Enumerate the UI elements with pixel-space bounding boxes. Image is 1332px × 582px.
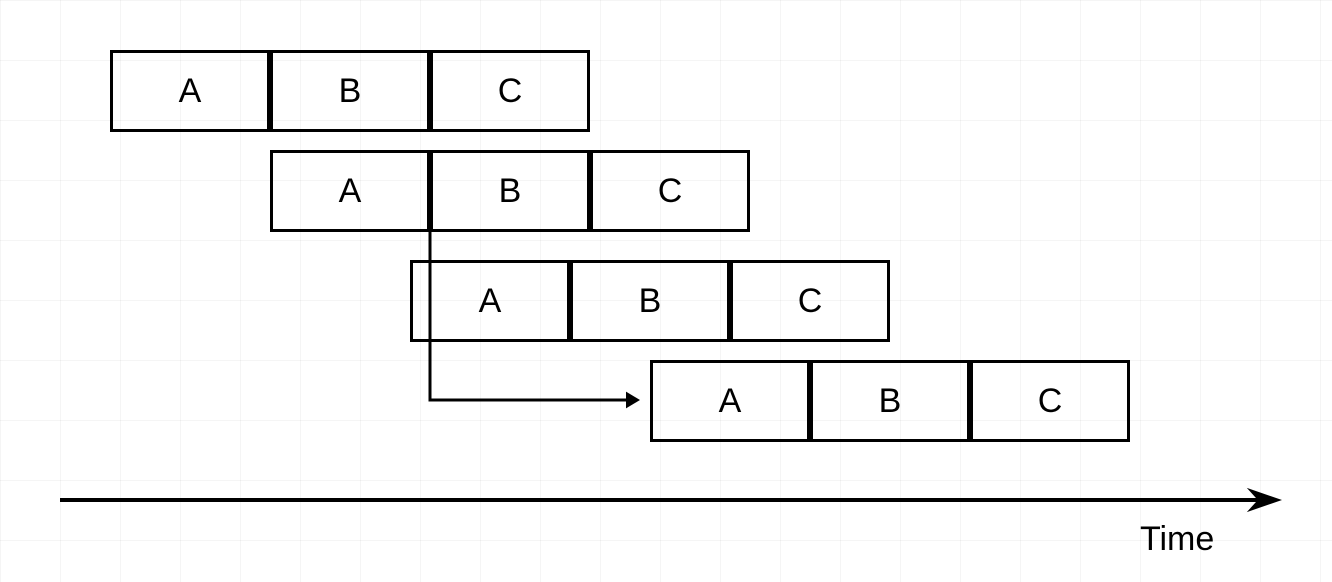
pipeline-cell: B — [430, 150, 590, 232]
diagram-canvas: A B C A B C A B C A B C Time — [0, 0, 1332, 582]
pipeline-cell-label: B — [499, 172, 522, 211]
time-axis-label: Time — [1140, 520, 1214, 559]
pipeline-cell: A — [110, 50, 270, 132]
pipeline-cell: A — [650, 360, 810, 442]
pipeline-cell: B — [570, 260, 730, 342]
pipeline-cell: C — [590, 150, 750, 232]
pipeline-cell: B — [270, 50, 430, 132]
pipeline-cell-label: C — [498, 72, 523, 111]
pipeline-cell: C — [430, 50, 590, 132]
time-axis-arrow — [58, 474, 1286, 526]
pipeline-cell: B — [810, 360, 970, 442]
pipeline-cell: A — [410, 260, 570, 342]
pipeline-cell-label: B — [639, 282, 662, 321]
pipeline-cell: C — [970, 360, 1130, 442]
pipeline-cell-label: C — [658, 172, 683, 211]
pipeline-cell-label: B — [879, 382, 902, 421]
pipeline-cell: A — [270, 150, 430, 232]
pipeline-cell-label: A — [479, 282, 502, 321]
pipeline-cell-label: B — [339, 72, 362, 111]
pipeline-cell: C — [730, 260, 890, 342]
pipeline-cell-label: A — [179, 72, 202, 111]
pipeline-cell-label: A — [719, 382, 742, 421]
pipeline-cell-label: C — [1038, 382, 1063, 421]
pipeline-cell-label: A — [339, 172, 362, 211]
pipeline-cell-label: C — [798, 282, 823, 321]
